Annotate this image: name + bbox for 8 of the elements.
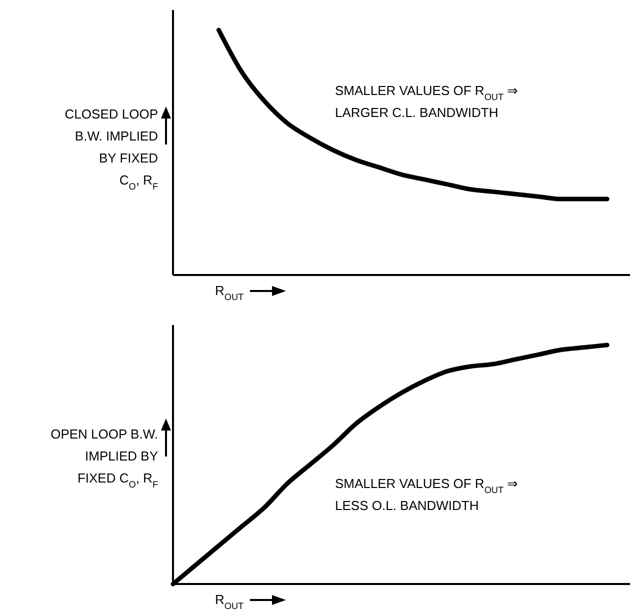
annotation: SMALLER VALUES OF R$_{OUT}$ ⇒ [335, 476, 518, 495]
y-axis-title: OPEN LOOP B.W. IMPLIED BY FIXED C$_{O}$, R$_{F}$ [50, 426, 158, 490]
annotation: LARGER C.L. BANDWIDTH [335, 105, 498, 120]
x-axis-title: R$_{OUT}$ [215, 592, 244, 611]
y-axis-title: CLOSED LOOP B.W. IMPLIED BY FIXED C$_{O}$, R$_{F}$ [64, 106, 158, 192]
annotation: LESS O.L. BANDWIDTH [335, 498, 479, 513]
x-axis-title: R$_{OUT}$ [215, 283, 244, 302]
annotation: SMALLER VALUES OF R$_{OUT}$ ⇒ [335, 83, 518, 102]
